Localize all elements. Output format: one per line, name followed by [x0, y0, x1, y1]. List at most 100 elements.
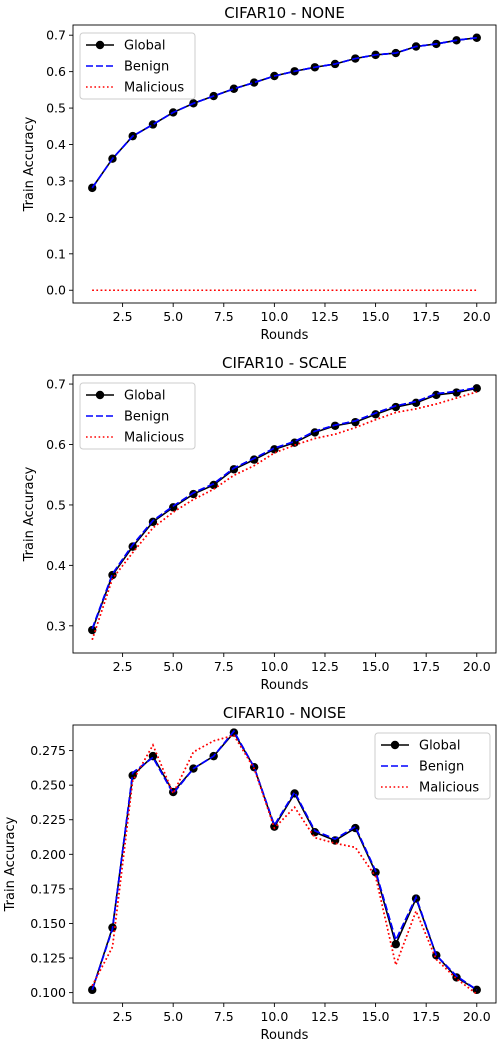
- x-tick-label: 15.0: [362, 1009, 390, 1024]
- y-tick-label: 0.3: [46, 173, 66, 188]
- data-point-global: [371, 868, 380, 877]
- axes-frame: [72, 374, 497, 654]
- legend-label-global: Global: [124, 389, 165, 404]
- series-line-benign-overlay: [91, 36, 477, 189]
- legend: Global Benign Malicious: [79, 382, 196, 450]
- y-tick-label: 0.4: [46, 558, 66, 573]
- series-line-benign-overlay: [91, 386, 477, 630]
- x-tick-label: 20.0: [463, 659, 491, 674]
- x-tick-label: 2.5: [113, 659, 133, 674]
- y-axis-label: Train Accuracy: [22, 466, 37, 562]
- x-tick-label: 17.5: [412, 309, 440, 324]
- x-tick-label: 5.0: [163, 309, 183, 324]
- legend-marker: [390, 740, 400, 750]
- chart-title: CIFAR10 - NONE: [224, 4, 345, 22]
- x-tick-label: 20.0: [463, 1009, 491, 1024]
- data-point-global: [452, 973, 461, 982]
- data-point-global: [310, 428, 320, 437]
- x-tick-label: 7.5: [214, 659, 234, 674]
- y-tick-label: 0.4: [46, 137, 66, 152]
- y-tick-label: 0.0: [46, 283, 66, 298]
- data-point-global: [229, 84, 239, 93]
- legend-marker: [95, 40, 105, 50]
- x-tick-label: 10.0: [260, 1009, 288, 1024]
- data-point-global: [270, 822, 279, 831]
- x-tick-label: 7.5: [214, 1009, 234, 1024]
- x-tick-label: 15.0: [362, 659, 390, 674]
- y-tick-label: 0.100: [30, 985, 66, 1000]
- x-axis-label: Rounds: [261, 678, 309, 693]
- plot-area: [88, 33, 481, 292]
- data-point-global: [249, 78, 259, 87]
- legend-label-malicious: Malicious: [124, 81, 184, 96]
- chart-title: CIFAR10 - SCALE: [222, 354, 347, 372]
- y-tick-label: 0.200: [30, 847, 66, 862]
- x-tick-label: 7.5: [214, 309, 234, 324]
- y-tick-label: 0.7: [46, 377, 66, 392]
- x-tick-label: 10.0: [260, 309, 288, 324]
- x-tick-label: 5.0: [163, 1009, 183, 1024]
- legend-label-benign: Benign: [419, 760, 464, 775]
- data-point-global: [472, 384, 481, 393]
- data-point-global: [472, 33, 481, 42]
- chart-panel-1: CIFAR10 - SCALE 2.5 5.0 7.5 10.0 12.5 15.0 17.5…: [22, 354, 497, 693]
- y-tick-label: 0.275: [30, 743, 66, 758]
- data-point-global: [391, 402, 401, 412]
- x-tick-label: 15.0: [362, 309, 390, 324]
- y-tick-label: 0.5: [46, 497, 66, 512]
- plot-area: [88, 384, 481, 640]
- y-axis-label: Train Accuracy: [3, 816, 18, 912]
- chart-panel-2: CIFAR10 - NOISE 2.5 5.0 7.5 10.0 12.5 15.0 17.5…: [3, 704, 497, 1043]
- plot-area: [88, 728, 481, 995]
- data-point-global: [371, 410, 380, 419]
- x-tick-label: 17.5: [412, 1009, 440, 1024]
- legend-label-global: Global: [419, 739, 460, 754]
- x-tick-label: 12.5: [311, 1009, 339, 1024]
- legend-label-benign: Benign: [124, 410, 169, 425]
- data-point-global: [249, 455, 259, 464]
- chart-panel-0: CIFAR10 - NONE 2.5 5.0 7.5 10.0 12.5 15.0 17.5 2…: [22, 4, 497, 343]
- y-tick-label: 0.6: [46, 64, 66, 79]
- data-point-global: [128, 542, 137, 551]
- legend-box: [79, 32, 196, 100]
- x-tick-label: 12.5: [311, 309, 339, 324]
- x-axis-label: Rounds: [261, 1028, 309, 1043]
- x-tick-label: 10.0: [260, 659, 288, 674]
- legend-label-malicious: Malicious: [124, 431, 184, 446]
- axes-frame: [72, 24, 497, 304]
- y-axis-label: Train Accuracy: [22, 116, 37, 212]
- x-tick-label: 20.0: [463, 309, 491, 324]
- y-tick-label: 0.175: [30, 881, 66, 896]
- data-point-global: [452, 388, 461, 397]
- data-point-global: [88, 985, 97, 995]
- x-tick-label: 5.0: [163, 659, 183, 674]
- data-point-global: [209, 480, 218, 490]
- data-point-global: [411, 398, 421, 407]
- series-line-malicious-overlay: [91, 734, 478, 995]
- y-tick-label: 0.125: [30, 951, 66, 966]
- data-point-global: [270, 445, 279, 454]
- x-tick-label: 17.5: [412, 659, 440, 674]
- series-line-benign-overlay: [91, 729, 478, 991]
- data-point-global: [108, 570, 117, 580]
- data-point-global: [391, 940, 401, 949]
- legend-label-malicious: Malicious: [419, 781, 479, 796]
- chart-title: CIFAR10 - NOISE: [223, 704, 346, 722]
- y-tick-label: 0.150: [30, 916, 66, 931]
- x-axis-label: Rounds: [261, 328, 309, 343]
- y-tick-label: 0.1: [46, 246, 66, 261]
- axes-frame: [72, 724, 497, 1004]
- y-tick-label: 0.6: [46, 437, 66, 452]
- y-tick-label: 0.5: [46, 101, 66, 116]
- legend-label-global: Global: [124, 39, 165, 54]
- y-tick-label: 0.250: [30, 778, 66, 793]
- data-point-global: [148, 120, 158, 129]
- y-tick-label: 0.3: [46, 618, 66, 633]
- legend: Global Benign Malicious: [79, 32, 196, 100]
- legend-marker: [95, 390, 105, 400]
- x-tick-label: 2.5: [113, 309, 133, 324]
- legend-label-benign: Benign: [124, 60, 169, 75]
- y-tick-label: 0.7: [46, 28, 66, 43]
- y-tick-label: 0.225: [30, 812, 66, 827]
- y-tick-label: 0.2: [46, 210, 66, 225]
